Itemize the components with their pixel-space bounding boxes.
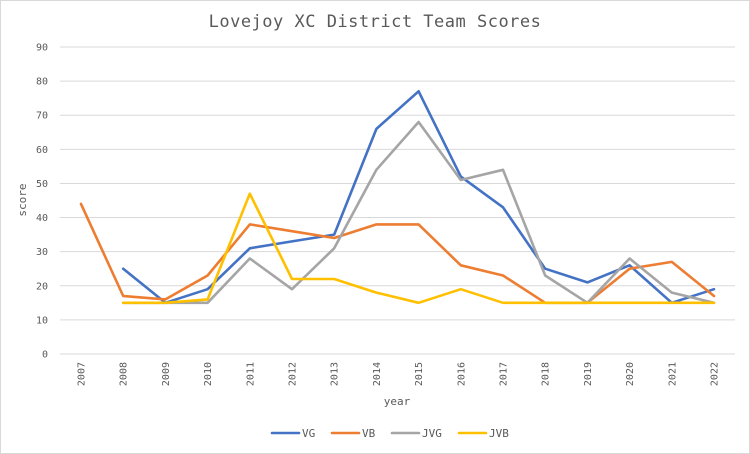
x-tick-label: 2008 xyxy=(119,362,130,386)
y-tick-label: 40 xyxy=(36,213,48,224)
series-line-vg xyxy=(121,90,716,305)
x-tick-label: 2016 xyxy=(456,362,467,386)
x-tick-label: 2012 xyxy=(288,362,299,386)
legend-label-vg: VG xyxy=(302,427,315,440)
y-tick-label: 50 xyxy=(36,179,48,190)
x-tick-label: 2019 xyxy=(583,362,594,386)
y-axis-label: score xyxy=(16,183,29,216)
x-tick-label: 2013 xyxy=(330,362,341,386)
x-tick-label: 2021 xyxy=(667,362,678,386)
x-tick-label: 2014 xyxy=(372,362,383,386)
x-tick-label: 2007 xyxy=(77,362,88,386)
x-tick-labels: 2007 2008 2009 2010 2011 2012 2013 2014 2015 2016… xyxy=(77,362,721,386)
series-line-jvg xyxy=(121,120,716,305)
legend-label-vb: VB xyxy=(362,427,376,440)
y-tick-label: 70 xyxy=(36,111,48,122)
x-tick-label: 2015 xyxy=(414,362,425,386)
x-tick-label: 2022 xyxy=(710,362,721,386)
y-tick-label: 20 xyxy=(36,281,48,292)
y-tick-label: 80 xyxy=(36,77,48,88)
chart-title: Lovejoy XC District Team Scores xyxy=(209,12,542,32)
x-axis-label: year xyxy=(384,395,411,408)
x-tick-label: 2018 xyxy=(541,362,552,386)
legend-label-jvb: JVB xyxy=(489,427,509,440)
x-tick-label: 2011 xyxy=(245,362,256,386)
series-line-jvb xyxy=(121,192,716,305)
y-tick-labels: 0 10 20 30 40 50 60 70 80 90 xyxy=(36,43,48,361)
y-tick-label: 60 xyxy=(36,145,48,156)
y-tick-label: 0 xyxy=(42,350,48,361)
x-tick-label: 2020 xyxy=(625,362,636,386)
y-tick-label: 90 xyxy=(36,43,48,54)
series-lines xyxy=(79,90,716,305)
series-line-vb xyxy=(79,202,716,305)
gridlines xyxy=(60,46,735,355)
x-tick-label: 2010 xyxy=(203,362,214,386)
x-tick-label: 2009 xyxy=(161,362,172,386)
y-tick-label: 30 xyxy=(36,247,48,258)
y-tick-label: 10 xyxy=(36,315,48,326)
legend-label-jvg: JVG xyxy=(422,427,442,440)
x-tick-label: 2017 xyxy=(499,362,510,386)
legend: VG VB JVG JVB xyxy=(270,427,509,440)
